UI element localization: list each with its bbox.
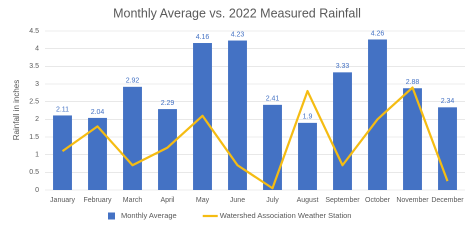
x-tick-label: August bbox=[297, 197, 319, 204]
y-tick-label: 4.5 bbox=[29, 28, 39, 35]
bar bbox=[158, 109, 177, 190]
data-label: 2.11 bbox=[56, 106, 69, 113]
y-tick-label: 0 bbox=[35, 187, 39, 194]
x-tick-label: July bbox=[266, 197, 279, 204]
bar bbox=[53, 115, 72, 190]
x-tick-label: January bbox=[50, 197, 75, 204]
data-label: 4.16 bbox=[196, 34, 210, 41]
y-tick-label: 3.5 bbox=[29, 63, 39, 70]
x-tick-label: February bbox=[83, 197, 112, 204]
data-label: 2.34 bbox=[441, 98, 455, 105]
data-label: 1.9 bbox=[303, 114, 313, 121]
legend-swatch bbox=[108, 212, 115, 220]
bar bbox=[228, 40, 247, 190]
y-tick-label: 2 bbox=[35, 116, 39, 123]
bar bbox=[438, 107, 457, 190]
x-tick-label: September bbox=[325, 197, 360, 204]
y-tick-label: 4 bbox=[35, 46, 39, 53]
data-label: 4.23 bbox=[231, 31, 245, 38]
x-tick-label: May bbox=[196, 197, 210, 204]
bar bbox=[333, 72, 352, 190]
data-label: 2.41 bbox=[266, 96, 280, 103]
bar bbox=[263, 104, 282, 190]
legend-label: Watershed Association Weather Station bbox=[220, 211, 352, 220]
y-tick-label: 3 bbox=[35, 81, 39, 88]
y-tick-label: 1.5 bbox=[29, 134, 39, 141]
data-label: 2.88 bbox=[406, 79, 420, 86]
bar bbox=[403, 88, 422, 190]
legend-label: Monthly Average bbox=[121, 211, 177, 220]
x-tick-label: April bbox=[160, 197, 174, 204]
bar bbox=[368, 39, 387, 191]
x-tick-label: June bbox=[230, 197, 245, 204]
bar bbox=[123, 86, 142, 190]
data-label: 3.33 bbox=[336, 63, 350, 70]
y-tick-label: 2.5 bbox=[29, 99, 39, 106]
bar bbox=[298, 122, 317, 190]
x-tick-label: December bbox=[431, 197, 464, 204]
y-axis-label: Rainfall in inches bbox=[12, 80, 21, 140]
chart-title: Monthly Average vs. 2022 Measured Rainfa… bbox=[113, 6, 361, 20]
x-tick-label: October bbox=[365, 197, 391, 204]
y-tick-label: 1 bbox=[35, 152, 39, 159]
data-label: 2.29 bbox=[161, 100, 175, 107]
line bbox=[61, 86, 449, 190]
x-tick-label: November bbox=[396, 197, 429, 204]
x-tick-label: March bbox=[123, 197, 143, 204]
data-label: 4.26 bbox=[371, 30, 385, 37]
chart: Monthly Average vs. 2022 Measured Rainfa… bbox=[12, 6, 465, 220]
data-label: 2.04 bbox=[91, 109, 105, 116]
data-label: 2.92 bbox=[126, 78, 140, 85]
bar bbox=[88, 117, 107, 190]
y-tick-label: 0.5 bbox=[29, 169, 39, 176]
